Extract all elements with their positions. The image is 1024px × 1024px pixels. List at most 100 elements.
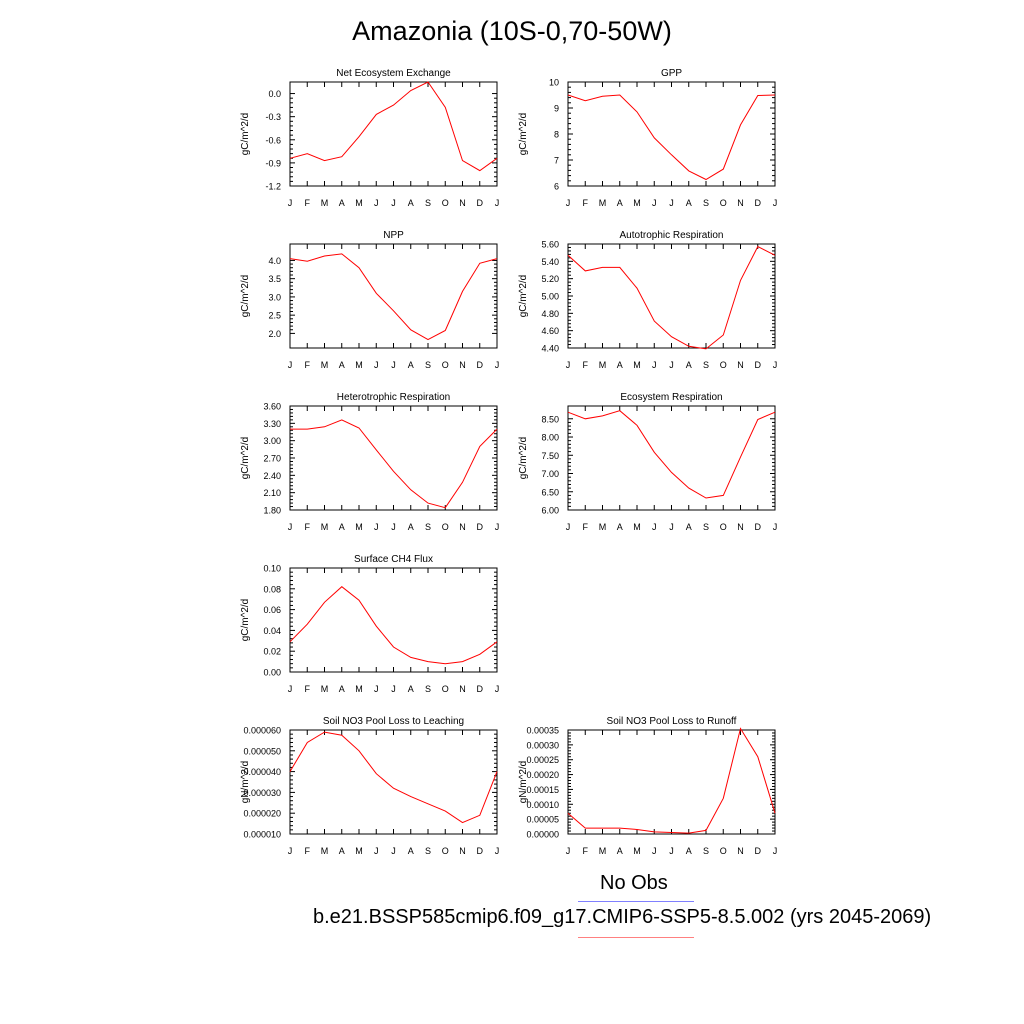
- x-tick-label: F: [583, 522, 589, 532]
- y-tick-label: 5.20: [541, 274, 559, 284]
- x-tick-label: J: [495, 846, 500, 856]
- x-tick-label: J: [288, 846, 293, 856]
- y-tick-label: 6.00: [541, 506, 559, 516]
- x-tick-label: A: [617, 846, 623, 856]
- x-tick-label: N: [459, 198, 466, 208]
- x-tick-label: J: [288, 198, 293, 208]
- x-tick-label: F: [305, 522, 311, 532]
- x-tick-label: A: [408, 522, 414, 532]
- x-tick-label: O: [442, 684, 449, 694]
- x-tick-label: M: [599, 522, 607, 532]
- x-tick-label: O: [442, 198, 449, 208]
- y-tick-label: 7.00: [541, 469, 559, 479]
- x-tick-label: J: [391, 684, 396, 694]
- x-tick-label: M: [355, 846, 363, 856]
- x-tick-label: J: [495, 198, 500, 208]
- chart-title: Soil NO3 Pool Loss to Runoff: [607, 716, 737, 727]
- x-tick-label: J: [773, 198, 778, 208]
- y-axis-label: gC/m^2/d: [240, 437, 251, 480]
- x-tick-label: J: [669, 846, 674, 856]
- x-tick-label: J: [652, 360, 657, 370]
- x-tick-label: S: [425, 360, 431, 370]
- y-tick-label: 0.000010: [243, 830, 281, 840]
- x-tick-label: J: [669, 198, 674, 208]
- x-tick-label: J: [374, 198, 379, 208]
- x-tick-label: J: [495, 522, 500, 532]
- y-axis-label: gC/m^2/d: [240, 113, 251, 156]
- series-line: [567, 410, 776, 499]
- chart-title: Net Ecosystem Exchange: [336, 68, 451, 79]
- series-line: [290, 419, 498, 509]
- series-line: [289, 731, 498, 824]
- x-tick-label: J: [652, 198, 657, 208]
- x-tick-label: N: [737, 198, 744, 208]
- x-tick-label: M: [355, 198, 363, 208]
- x-tick-label: M: [321, 522, 329, 532]
- x-tick-label: A: [686, 522, 692, 532]
- x-tick-label: S: [703, 846, 709, 856]
- y-tick-label: 0.04: [263, 626, 281, 636]
- series-line: [289, 253, 498, 341]
- x-tick-label: J: [566, 846, 571, 856]
- x-tick-label: M: [321, 846, 329, 856]
- x-tick-label: J: [773, 522, 778, 532]
- y-tick-label: 4.80: [541, 309, 559, 319]
- y-tick-label: 9: [554, 104, 559, 114]
- x-tick-label: D: [755, 198, 762, 208]
- y-tick-label: 0.00000: [526, 830, 559, 840]
- y-tick-label: 0.10: [263, 564, 281, 574]
- x-tick-label: D: [477, 198, 484, 208]
- legend-case-label: b.e21.BSSP585cmip6.f09_g17.CMIP6-SSP5-8.…: [313, 906, 932, 928]
- y-tick-label: 0.00035: [526, 726, 559, 736]
- series-line: [289, 586, 498, 665]
- y-tick-label: 5.60: [541, 240, 559, 250]
- x-tick-label: S: [703, 198, 709, 208]
- y-tick-label: 0.000040: [243, 767, 281, 777]
- x-tick-label: N: [737, 846, 744, 856]
- x-tick-label: J: [566, 360, 571, 370]
- chart-title: Heterotrophic Respiration: [337, 392, 450, 403]
- x-tick-label: A: [339, 522, 345, 532]
- chart-title: Ecosystem Respiration: [620, 392, 722, 403]
- x-tick-label: O: [720, 360, 727, 370]
- x-tick-label: J: [374, 684, 379, 694]
- y-tick-label: 7: [554, 156, 559, 166]
- y-tick-label: 4.0: [268, 256, 281, 266]
- x-tick-label: M: [633, 846, 641, 856]
- y-tick-label: 0.00015: [526, 785, 559, 795]
- y-tick-label: 0.00005: [526, 815, 559, 825]
- x-tick-label: N: [459, 360, 466, 370]
- chart-title: NPP: [383, 230, 404, 241]
- legend-obs-line: [578, 901, 694, 902]
- x-tick-label: J: [288, 522, 293, 532]
- x-tick-label: J: [669, 360, 674, 370]
- x-tick-label: J: [374, 522, 379, 532]
- y-tick-label: 0.000050: [243, 746, 281, 756]
- x-tick-label: M: [633, 360, 641, 370]
- y-axis-label: gC/m^2/d: [518, 113, 529, 156]
- y-tick-label: -0.9: [265, 158, 281, 168]
- y-tick-label: 4.40: [541, 344, 559, 354]
- y-tick-label: 3.30: [263, 419, 281, 429]
- x-tick-label: D: [477, 846, 484, 856]
- y-tick-label: 0.08: [263, 584, 281, 594]
- x-tick-label: J: [652, 846, 657, 856]
- y-tick-label: -1.2: [265, 182, 281, 192]
- x-tick-label: J: [391, 198, 396, 208]
- plot-frame: [289, 81, 498, 187]
- y-tick-label: 0.00025: [526, 755, 559, 765]
- y-tick-label: 0.0: [268, 89, 281, 99]
- chart-title: GPP: [661, 68, 682, 79]
- x-tick-label: M: [633, 198, 641, 208]
- x-tick-label: F: [305, 846, 311, 856]
- x-tick-label: J: [391, 846, 396, 856]
- x-tick-label: J: [391, 360, 396, 370]
- y-tick-label: 0.00030: [526, 740, 559, 750]
- y-tick-label: -0.6: [265, 135, 281, 145]
- y-tick-label: 6: [554, 182, 559, 192]
- x-tick-label: N: [737, 360, 744, 370]
